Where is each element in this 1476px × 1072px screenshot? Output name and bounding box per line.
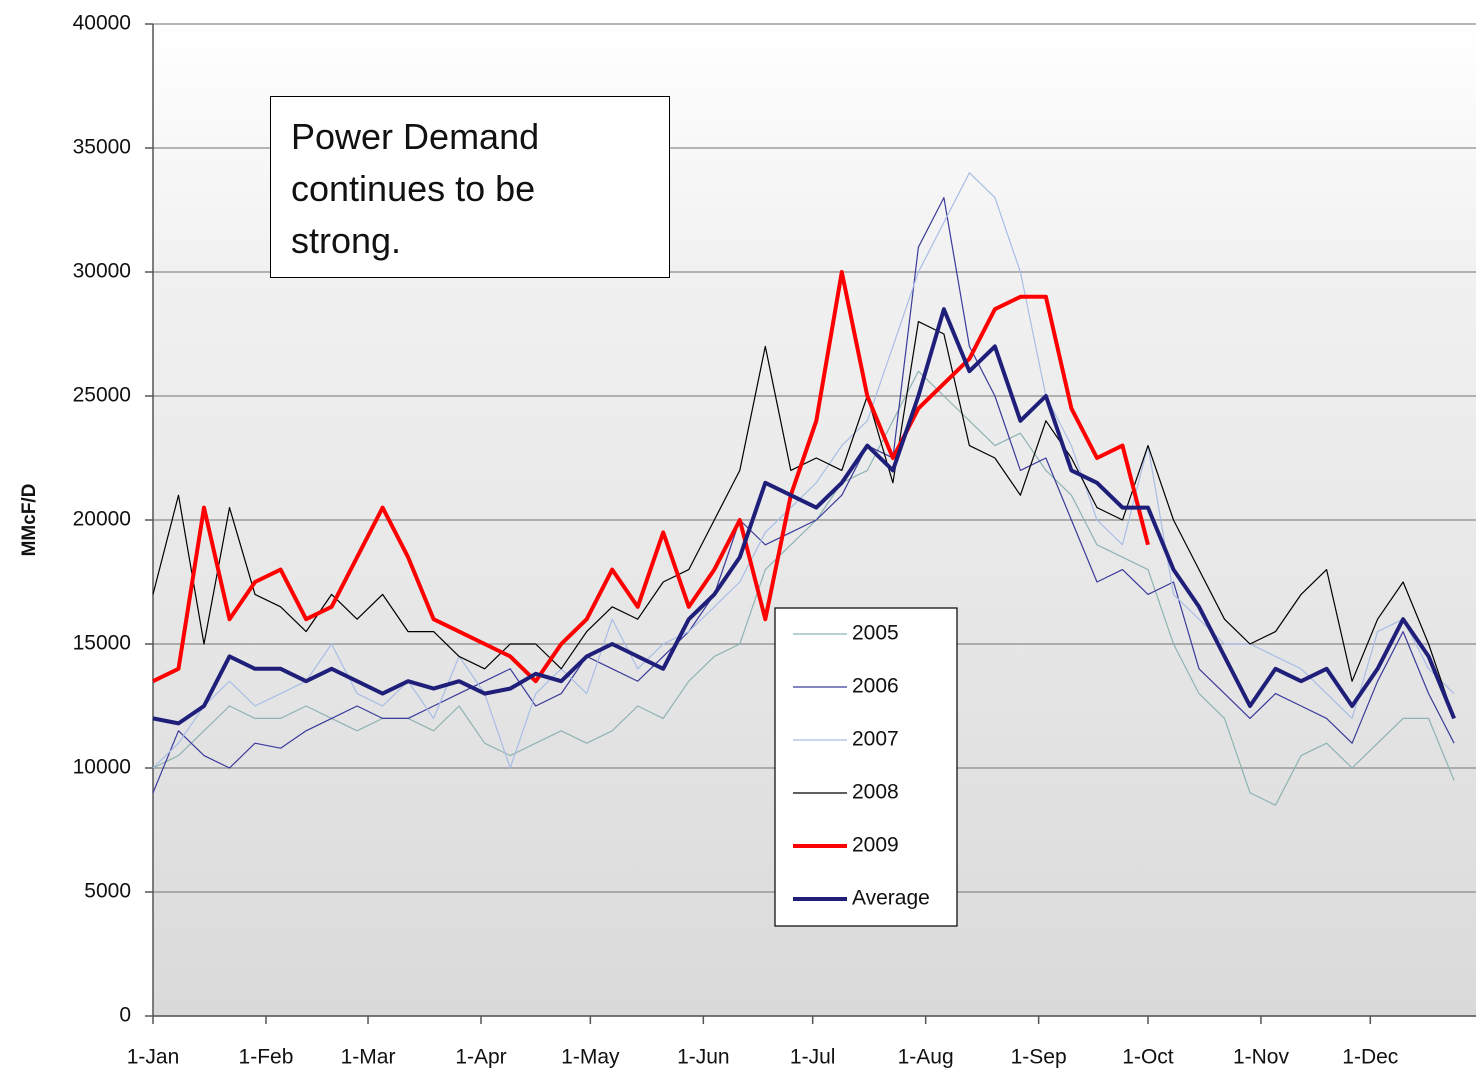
legend-label: 2009 (852, 834, 899, 857)
x-tick-label: 1-Jun (677, 1046, 730, 1069)
x-tick-label: 1-Dec (1342, 1046, 1398, 1069)
legend-label: 2008 (852, 781, 899, 804)
y-tick-label: 20000 (73, 508, 131, 531)
x-tick-label: 1-Jan (127, 1046, 180, 1069)
x-tick-label: 1-Nov (1233, 1046, 1290, 1069)
y-tick-label: 40000 (73, 12, 131, 35)
chart: MMcF/D 0 5000 10000 15000 20000 25000 30000 350… (0, 0, 1476, 1072)
x-tick-label: 1-Jul (790, 1046, 836, 1069)
legend-label: Average (852, 887, 930, 910)
y-tick-label: 0 (119, 1004, 131, 1027)
legend-label: 2005 (852, 622, 899, 645)
y-tick-label: 25000 (73, 384, 131, 407)
y-tick-label: 5000 (84, 880, 131, 903)
y-axis-label: MMcF/D (19, 484, 40, 557)
annotation: Power Demand continues to be strong. (270, 96, 670, 278)
legend-label: 2006 (852, 675, 899, 698)
page: MMcF/D 0 5000 10000 15000 20000 25000 30000 350… (0, 0, 1476, 1072)
y-tick-label: 35000 (73, 136, 131, 159)
x-tick-label: 1-May (561, 1046, 620, 1069)
legend-box (775, 608, 957, 926)
y-tick-label: 15000 (73, 632, 131, 655)
y-tick-label: 30000 (73, 260, 131, 283)
legend-label: 2007 (852, 728, 899, 751)
x-tick-label: 1-Mar (341, 1046, 396, 1069)
x-tick-label: 1-Feb (239, 1046, 294, 1069)
x-tick-label: 1-Sep (1011, 1046, 1067, 1069)
x-tick-label: 1-Aug (898, 1046, 954, 1069)
x-tick-label: 1-Oct (1122, 1046, 1174, 1069)
y-tick-label: 10000 (73, 756, 131, 779)
x-tick-label: 1-Apr (455, 1046, 506, 1069)
